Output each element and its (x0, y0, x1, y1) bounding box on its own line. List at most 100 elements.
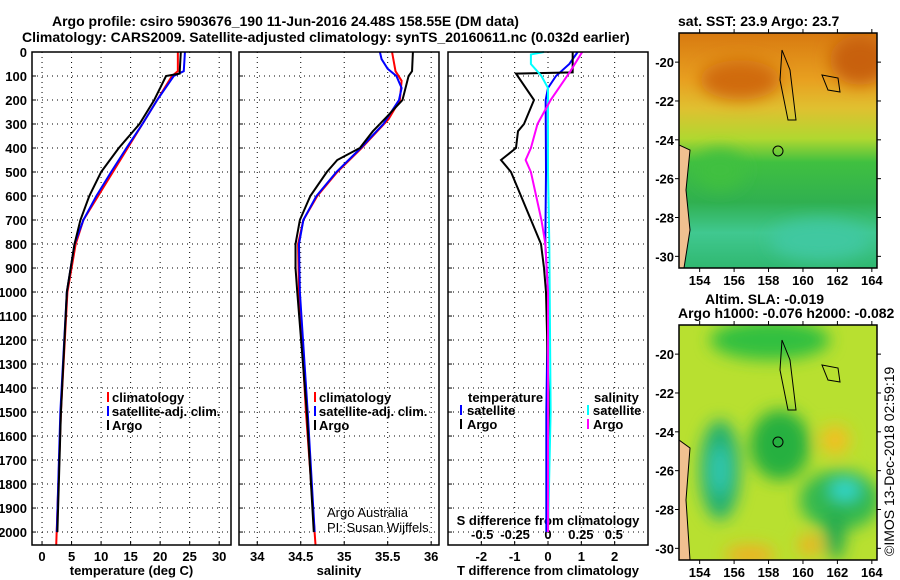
sla-map-axes: 154 156 158 160 162 164 -20 -22 -24 -26 -28 -30 (655, 321, 883, 580)
x-axis-label: T difference from climatology (457, 563, 640, 578)
title-line-1: Argo profile: csiro 5903676_190 11-Jun-2… (52, 13, 519, 29)
series-t-argo (499, 52, 574, 533)
x-tick-label: 0 (38, 549, 45, 564)
legend-swatch (314, 420, 316, 430)
lat-tick-label: -26 (655, 464, 674, 479)
legend-swatch (587, 419, 589, 429)
x-tick-label: 5 (68, 549, 75, 564)
legend-label: climatology (319, 390, 392, 405)
lon-tick-label: 158 (758, 273, 780, 288)
legend-label: satellite (593, 403, 641, 418)
legend-swatch (460, 405, 462, 415)
y-tick-label: 1400 (0, 381, 27, 396)
y-tick-label: 0 (20, 45, 27, 60)
lon-tick-label: 160 (792, 565, 814, 580)
x-tick-label: 20 (153, 549, 167, 564)
series-climatology (55, 52, 179, 546)
x-tick-label: 0 (544, 549, 551, 564)
y-tick-label: 600 (5, 189, 27, 204)
x-tick-label: 15 (123, 549, 137, 564)
lat-tick-label: -26 (655, 172, 674, 187)
x-axis-label: salinity (317, 563, 363, 578)
lat-tick-label: -20 (655, 55, 674, 70)
x-tick-label: 30 (212, 549, 226, 564)
legend-label: satellite (467, 403, 515, 418)
x-tick-label: 2 (611, 549, 618, 564)
lon-tick-label: 154 (689, 273, 711, 288)
map-frame (678, 32, 878, 269)
legend-temperature-title: temperature (468, 390, 543, 405)
float-position-marker (772, 436, 784, 448)
y-tick-label: 500 (5, 165, 27, 180)
australia-coast (679, 439, 691, 560)
y-tick-label: 2000 (0, 525, 27, 540)
y-tick-label: 1800 (0, 477, 27, 492)
x2-tick-label: 0 (544, 527, 551, 542)
float-position-marker (772, 145, 784, 157)
credit-line-2: PI: Susan Wijffels (327, 520, 429, 535)
australia-coast (679, 144, 691, 268)
y-tick-label: 1200 (0, 333, 27, 348)
lon-tick-label: 156 (723, 565, 745, 580)
lat-tick-label: -30 (655, 541, 674, 556)
x-tick-label: 10 (94, 549, 108, 564)
x-tick-label: 34 (250, 549, 265, 564)
legend-swatch (314, 406, 316, 416)
lon-tick-label: 154 (689, 565, 711, 580)
x-tick-label: 1 (578, 549, 585, 564)
island-coast (821, 74, 841, 93)
legend-label: satellite-adj. clim. (112, 404, 220, 419)
panel-difference: -2 -1 0 1 2T difference from climatology -0.5… (447, 51, 649, 578)
plot-frame (31, 51, 232, 546)
y-tick-label: 1600 (0, 429, 27, 444)
legend-swatch (107, 406, 109, 416)
y-tick-label: 700 (5, 213, 27, 228)
sst-map-title: sat. SST: 23.9 Argo: 23.7 (678, 13, 840, 29)
lat-tick-label: -22 (655, 386, 674, 401)
x-tick-label: 35.5 (375, 549, 400, 564)
series-argo (294, 51, 414, 533)
legend-label: Argo (467, 417, 497, 432)
series-climatology (297, 51, 403, 546)
panel-salinity: 34 34.5 35 35.5 36 salinity climatologysatelli… (238, 51, 440, 578)
x2-tick-label: 0.5 (605, 527, 623, 542)
credit-line-1: Argo Australia (327, 505, 408, 520)
x2-tick-label: -0.5 (471, 527, 493, 542)
lon-tick-label: 164 (861, 565, 883, 580)
legend-swatch (460, 419, 462, 429)
x2-tick-label: -0.25 (500, 527, 530, 542)
legend-swatch (107, 392, 109, 402)
lat-tick-label: -28 (655, 503, 674, 518)
y-tick-label: 800 (5, 237, 27, 252)
y-tick-label: 900 (5, 261, 27, 276)
sst-map (679, 33, 877, 268)
series-argo (56, 51, 182, 533)
legend-label: satellite-adj. clim. (319, 404, 427, 419)
x2-tick-label: 0.25 (568, 527, 593, 542)
x-tick-label: 25 (182, 549, 196, 564)
sst-map-axes: 154 156 158 160 162 164 -20 -22 -24 -26 -28 -30 (655, 29, 883, 288)
legend-label: Argo (112, 418, 142, 433)
legend-label: Argo (319, 418, 349, 433)
copyright-text: ©IMOS 13-Dec-2018 02:59:19 (881, 366, 897, 556)
lon-tick-label: 156 (723, 273, 745, 288)
y-tick-label: 400 (5, 141, 27, 156)
y-tick-label: 1900 (0, 501, 27, 516)
legend-salinity-title: salinity (594, 390, 640, 405)
legend-swatch (107, 420, 109, 430)
lon-tick-label: 162 (827, 565, 849, 580)
lat-tick-label: -22 (655, 94, 674, 109)
x-tick-label: 36 (424, 549, 438, 564)
lat-tick-label: -24 (655, 133, 675, 148)
series-satellite-adj-clim- (55, 51, 186, 533)
series-s-argo (524, 51, 584, 533)
lon-tick-label: 158 (758, 565, 780, 580)
legend-swatch (314, 392, 316, 402)
lat-tick-label: -30 (655, 249, 674, 264)
y-tick-label: 1100 (0, 309, 27, 324)
y-tick-label: 300 (5, 117, 27, 132)
y-tick-label: 1500 (0, 405, 27, 420)
map-frame (678, 324, 878, 561)
